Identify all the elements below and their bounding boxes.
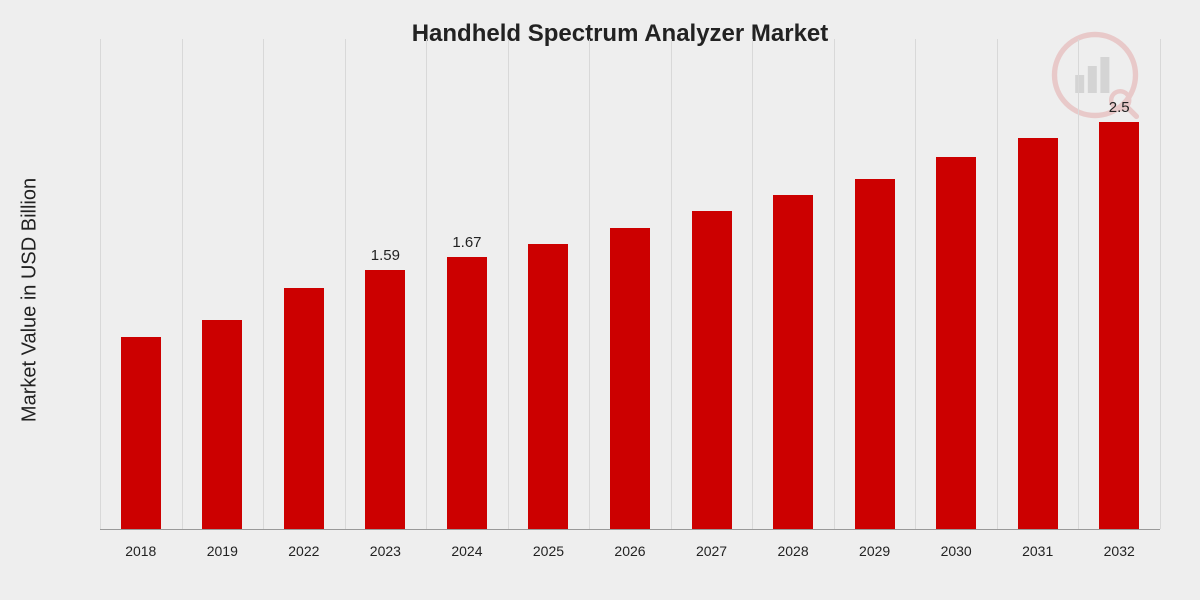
grid-line <box>997 39 998 529</box>
grid-line <box>100 39 101 529</box>
bar <box>773 195 813 529</box>
x-tick-label: 2030 <box>926 543 986 559</box>
grid-line <box>915 39 916 529</box>
grid-line <box>589 39 590 529</box>
chart-container: Handheld Spectrum Analyzer Market Market… <box>0 0 1200 600</box>
bar-value-label: 1.67 <box>427 234 507 251</box>
y-axis-label: Market Value in USD Billion <box>19 178 42 422</box>
x-tick-label: 2024 <box>437 543 497 559</box>
grid-line <box>182 39 183 529</box>
x-tick-label: 2031 <box>1008 543 1068 559</box>
grid-line <box>426 39 427 529</box>
x-tick-label: 2019 <box>192 543 252 559</box>
x-tick-label: 2027 <box>682 543 742 559</box>
bar <box>936 157 976 529</box>
bar <box>1099 122 1139 529</box>
bar <box>1018 138 1058 529</box>
bar <box>610 228 650 529</box>
x-tick-label: 2032 <box>1089 543 1149 559</box>
bar <box>284 288 324 529</box>
x-tick-label: 2028 <box>763 543 823 559</box>
x-tick-label: 2018 <box>111 543 171 559</box>
grid-line <box>1160 39 1161 529</box>
grid-line <box>834 39 835 529</box>
x-tick-label: 2029 <box>845 543 905 559</box>
bar <box>365 270 405 529</box>
grid-line <box>345 39 346 529</box>
bar <box>692 211 732 529</box>
bar <box>447 257 487 529</box>
bar-value-label: 1.59 <box>345 247 425 264</box>
x-tick-label: 2023 <box>355 543 415 559</box>
x-tick-label: 2025 <box>518 543 578 559</box>
x-tick-label: 2026 <box>600 543 660 559</box>
bar <box>855 179 895 529</box>
plot-area: 2018201920221.5920231.672024202520262027… <box>100 90 1160 530</box>
x-tick-label: 2022 <box>274 543 334 559</box>
bar <box>528 244 568 529</box>
grid-line <box>752 39 753 529</box>
grid-line <box>263 39 264 529</box>
bar <box>121 337 161 529</box>
chart-title: Handheld Spectrum Analyzer Market <box>80 20 1160 48</box>
bar-value-label: 2.5 <box>1079 99 1159 116</box>
grid-line <box>508 39 509 529</box>
grid-line <box>671 39 672 529</box>
bar <box>202 320 242 529</box>
